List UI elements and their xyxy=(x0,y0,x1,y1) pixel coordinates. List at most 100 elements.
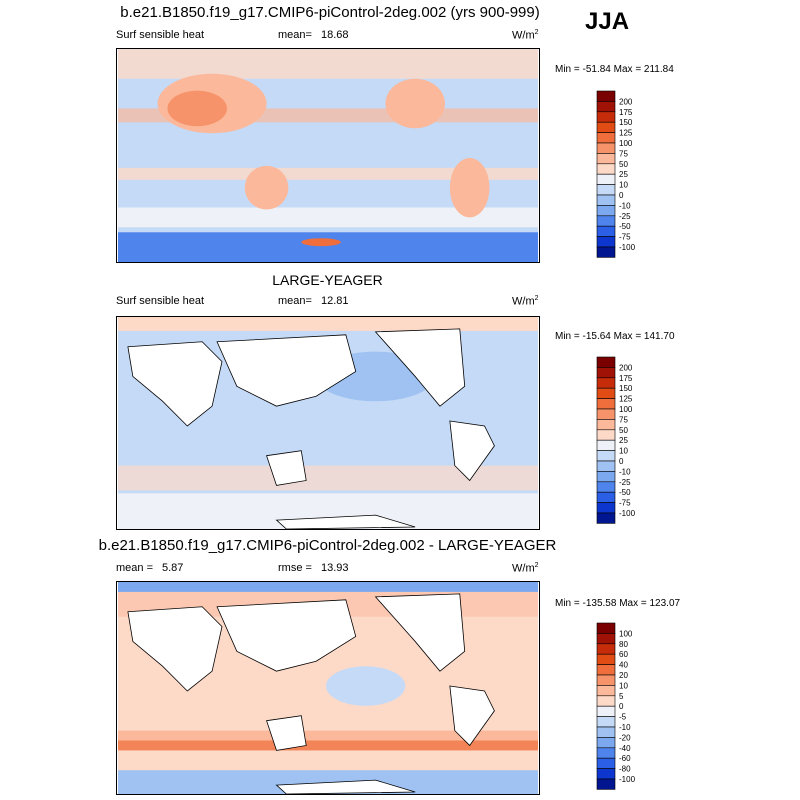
colorbar-tick-label: 125 xyxy=(619,129,633,138)
colorbar-swatch xyxy=(596,705,616,717)
colorbar-swatch xyxy=(596,153,616,165)
colorbar-tick-label: 175 xyxy=(619,108,633,117)
colorbar-swatch xyxy=(596,726,616,738)
panel3-rmse-value: 13.93 xyxy=(321,562,349,574)
colorbar-swatch xyxy=(596,778,616,790)
colorbar-tick-label: 200 xyxy=(619,363,633,372)
colorbar-swatch xyxy=(596,450,616,462)
colorbar-swatch xyxy=(596,163,616,175)
colorbar-tick-label: 10 xyxy=(619,181,628,190)
panel3-units: W/m2 xyxy=(512,562,539,575)
colorbar-tick-label: 50 xyxy=(619,160,628,169)
panel2-map xyxy=(116,316,540,530)
colorbar-swatch xyxy=(596,408,616,420)
colorbar-tick-label: -60 xyxy=(619,754,631,763)
colorbar-swatch xyxy=(596,460,616,472)
panel3-map xyxy=(116,581,540,795)
colorbar-swatch xyxy=(596,512,616,524)
colorbar-tick-label: -100 xyxy=(619,509,636,518)
colorbar-swatch xyxy=(596,674,616,686)
season-label: JJA xyxy=(585,8,630,35)
colorbar-tick-label: -20 xyxy=(619,733,631,742)
colorbar-swatch xyxy=(596,142,616,154)
colorbar-swatch xyxy=(596,398,616,410)
panel1-mean-label: mean= xyxy=(278,29,312,41)
colorbar-swatch xyxy=(596,737,616,749)
colorbar-swatch xyxy=(596,429,616,441)
panel2-variable: Surf sensible heat xyxy=(116,295,205,307)
colorbar-swatch xyxy=(596,481,616,493)
colorbar-swatch xyxy=(596,246,616,258)
panel3-rmse-label: rmse = xyxy=(278,562,312,574)
colorbar-tick-label: 0 xyxy=(619,702,624,711)
colorbar-tick-label: 75 xyxy=(619,415,628,424)
panel1-title: b.e21.B1850.f19_g17.CMIP6-piControl-2deg… xyxy=(120,4,540,21)
panel3-mean-label: mean = xyxy=(116,562,153,574)
colorbar-swatch xyxy=(596,367,616,379)
colorbar-tick-label: 150 xyxy=(619,118,633,127)
colorbar-swatch xyxy=(596,132,616,144)
colorbar-tick-label: -10 xyxy=(619,723,631,732)
colorbar-swatch xyxy=(596,111,616,123)
colorbar-swatch xyxy=(596,121,616,133)
colorbar-tick-label: 60 xyxy=(619,650,628,659)
colorbar-tick-label: -25 xyxy=(619,212,631,221)
colorbar-tick-label: 25 xyxy=(619,436,628,445)
colorbar-tick-label: 200 xyxy=(619,97,633,106)
colorbar-tick-label: -100 xyxy=(619,775,636,784)
colorbar-tick-label: 100 xyxy=(619,629,633,638)
colorbar-tick-label: -75 xyxy=(619,499,631,508)
colorbar-swatch xyxy=(596,387,616,399)
colorbar-tick-label: -10 xyxy=(619,201,631,210)
colorbar-swatch xyxy=(596,664,616,676)
panel1-variable: Surf sensible heat xyxy=(116,29,205,41)
colorbar-swatch xyxy=(596,225,616,237)
panel1-map xyxy=(116,48,540,263)
panel1-mean-value: 18.68 xyxy=(321,29,349,41)
panel1-minmax: Min = -51.84 Max = 211.84 xyxy=(555,64,674,75)
colorbar-tick-label: -5 xyxy=(619,713,627,722)
colorbar-swatch xyxy=(596,622,616,634)
colorbar-swatch xyxy=(596,716,616,728)
colorbar-swatch xyxy=(596,215,616,227)
colorbar-swatch xyxy=(596,471,616,483)
colorbar-swatch xyxy=(596,236,616,248)
colorbar-swatch xyxy=(596,747,616,759)
colorbar-swatch xyxy=(596,695,616,707)
colorbar-swatch xyxy=(596,419,616,431)
colorbar-tick-label: 100 xyxy=(619,405,633,414)
colorbar-swatch xyxy=(596,768,616,780)
colorbar-tick-label: 20 xyxy=(619,671,628,680)
colorbar-swatch xyxy=(596,502,616,514)
colorbar-swatch xyxy=(596,685,616,697)
colorbar-swatch xyxy=(596,101,616,113)
panel2-minmax: Min = -15.64 Max = 141.70 xyxy=(555,331,675,342)
colorbar-tick-label: 175 xyxy=(619,374,633,383)
colorbar-tick-label: 5 xyxy=(619,692,624,701)
colorbar-swatch xyxy=(596,653,616,665)
panel3-mean-value: 5.87 xyxy=(162,562,184,574)
colorbar-tick-label: -75 xyxy=(619,233,631,242)
panel3-minmax: Min = -135.58 Max = 123.07 xyxy=(555,598,681,609)
colorbar-swatch xyxy=(596,439,616,451)
colorbar-tick-label: -80 xyxy=(619,765,631,774)
panel2-mean-label: mean= xyxy=(278,295,312,307)
colorbar-tick-label: 80 xyxy=(619,640,628,649)
colorbar-tick-label: 10 xyxy=(619,681,628,690)
panel2-mean-value: 12.81 xyxy=(321,295,349,307)
colorbar-swatch xyxy=(596,633,616,645)
colorbar-tick-label: -40 xyxy=(619,744,631,753)
colorbar-tick-label: -50 xyxy=(619,488,631,497)
colorbar-swatch xyxy=(596,491,616,503)
colorbar-tick-label: -50 xyxy=(619,222,631,231)
colorbar-tick-label: 50 xyxy=(619,426,628,435)
colorbar-tick-label: -10 xyxy=(619,467,631,476)
panel2-units: W/m2 xyxy=(512,295,539,308)
colorbar-swatch xyxy=(596,173,616,185)
colorbar-tick-label: 100 xyxy=(619,139,633,148)
colorbar-swatch xyxy=(596,205,616,217)
colorbar-tick-label: 0 xyxy=(619,457,624,466)
